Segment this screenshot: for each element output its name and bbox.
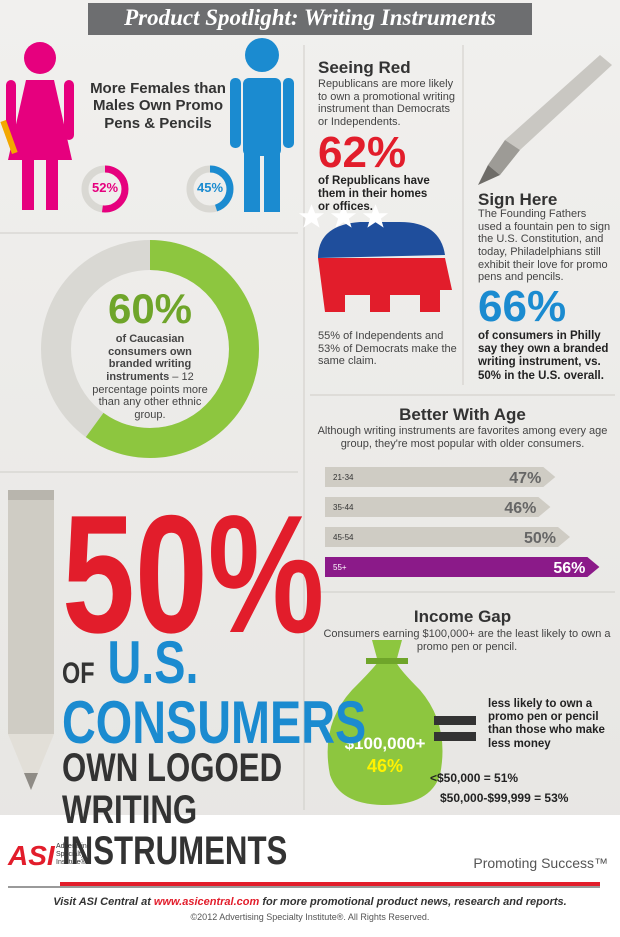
headline-lines: OWN LOGOED WRITING INSTRUMENTS bbox=[62, 746, 288, 874]
male-figure bbox=[230, 38, 294, 212]
headline-consumers: CONSUMERS bbox=[62, 689, 367, 756]
footer-rule bbox=[60, 882, 600, 886]
footer-bg bbox=[0, 815, 620, 937]
footer-rule bbox=[8, 886, 600, 888]
female-figure bbox=[0, 42, 74, 210]
income-comparison: less likely to own a promo pen or pencil… bbox=[488, 698, 605, 750]
headline-line: WRITING bbox=[62, 787, 198, 832]
seeing-red-heading: Seeing Red bbox=[318, 58, 411, 77]
equals-sign bbox=[434, 716, 476, 725]
bar-label: 35-44 bbox=[333, 503, 354, 512]
sign-here-stat: 66% bbox=[478, 282, 567, 331]
seeing-red-stat-text: of Republicans have them in their homes … bbox=[318, 175, 430, 214]
visit-text: Visit ASI Central at bbox=[53, 896, 154, 908]
headline-line: INSTRUMENTS bbox=[62, 829, 288, 874]
age-intro: Although writing instruments are favorit… bbox=[317, 425, 608, 450]
ethnicity-bold: of Caucasian consumers own branded writi… bbox=[106, 333, 192, 383]
headline-us-text: U.S. bbox=[107, 629, 199, 696]
bag-stat: 46% bbox=[366, 756, 404, 776]
bar bbox=[325, 527, 570, 547]
seeing-red-stat: 62% bbox=[318, 128, 407, 177]
footer-tagline: Promoting Success™ bbox=[473, 855, 608, 871]
footer-copyright: ©2012 Advertising Specialty Institute®. … bbox=[190, 912, 430, 922]
bar-value-label: 50% bbox=[524, 530, 556, 547]
headline-line: OWN LOGOED bbox=[62, 746, 283, 790]
donut-arc bbox=[81, 165, 129, 213]
headline-stat: 50% bbox=[62, 480, 325, 668]
bar-value-label: 46% bbox=[504, 500, 536, 517]
bar bbox=[325, 497, 551, 517]
donut-arc bbox=[41, 240, 259, 458]
income-intro: Consumers earning $100,000+ are the leas… bbox=[323, 628, 611, 653]
male-label: 45% bbox=[196, 180, 224, 195]
dividers bbox=[0, 45, 615, 810]
bag-label: $100,000+ bbox=[344, 734, 426, 753]
income-heading: Income Gap bbox=[413, 607, 512, 626]
footer-url: www.asicentral.com bbox=[153, 896, 260, 908]
bar bbox=[325, 557, 600, 577]
visit-text: for more promotional product news, resea… bbox=[259, 896, 567, 908]
bar bbox=[325, 467, 556, 487]
money-bag bbox=[327, 640, 443, 805]
donut-arc bbox=[186, 165, 234, 213]
title-bar bbox=[88, 3, 532, 35]
income-bracket: <$50,000 = 51% bbox=[430, 771, 519, 785]
elephant bbox=[298, 204, 452, 312]
gender-heading: More Females than Males Own Promo Pens &… bbox=[90, 80, 226, 132]
seeing-red-intro: Republicans are more likely to own a pro… bbox=[318, 78, 455, 128]
sign-here-stat-text: of consumers in Philly say they own a br… bbox=[478, 330, 609, 382]
page-title: Product Spotlight: Writing Instruments bbox=[124, 5, 496, 30]
footer-visit: Visit ASI Central at www.asicentral.com … bbox=[0, 896, 620, 909]
bar-label: 45-54 bbox=[333, 533, 354, 542]
bar-label: 55+ bbox=[333, 563, 347, 572]
bar-label: 21-34 bbox=[333, 473, 354, 482]
income-bracket: $50,000-$99,999 = 53% bbox=[440, 791, 569, 805]
sign-here-intro: The Founding Fathers used a fountain pen… bbox=[478, 208, 611, 284]
pencil bbox=[8, 490, 54, 790]
pen-illustration bbox=[478, 55, 612, 185]
age-heading: Better With Age bbox=[399, 405, 526, 424]
headline-of: OF bbox=[62, 657, 95, 690]
bar-value-label: 56% bbox=[553, 560, 585, 577]
female-label: 52% bbox=[91, 180, 119, 195]
seeing-red-note: 55% of Independents and 53% of Democrats… bbox=[318, 330, 457, 368]
equals-sign bbox=[434, 732, 476, 741]
ethnicity-stat: 60% bbox=[107, 285, 193, 332]
bar-value-label: 47% bbox=[509, 470, 541, 487]
footer-org: Advertising Specialty Institute® bbox=[56, 843, 91, 867]
ethnicity-rest: – 12 percentage points more than any oth… bbox=[92, 370, 208, 421]
footer-logo: ASI bbox=[8, 840, 55, 871]
ethnicity-text: of Caucasian consumers own branded writi… bbox=[88, 333, 212, 421]
sign-here-heading: Sign Here bbox=[478, 190, 558, 209]
headline-us: OF U.S. bbox=[62, 628, 199, 697]
